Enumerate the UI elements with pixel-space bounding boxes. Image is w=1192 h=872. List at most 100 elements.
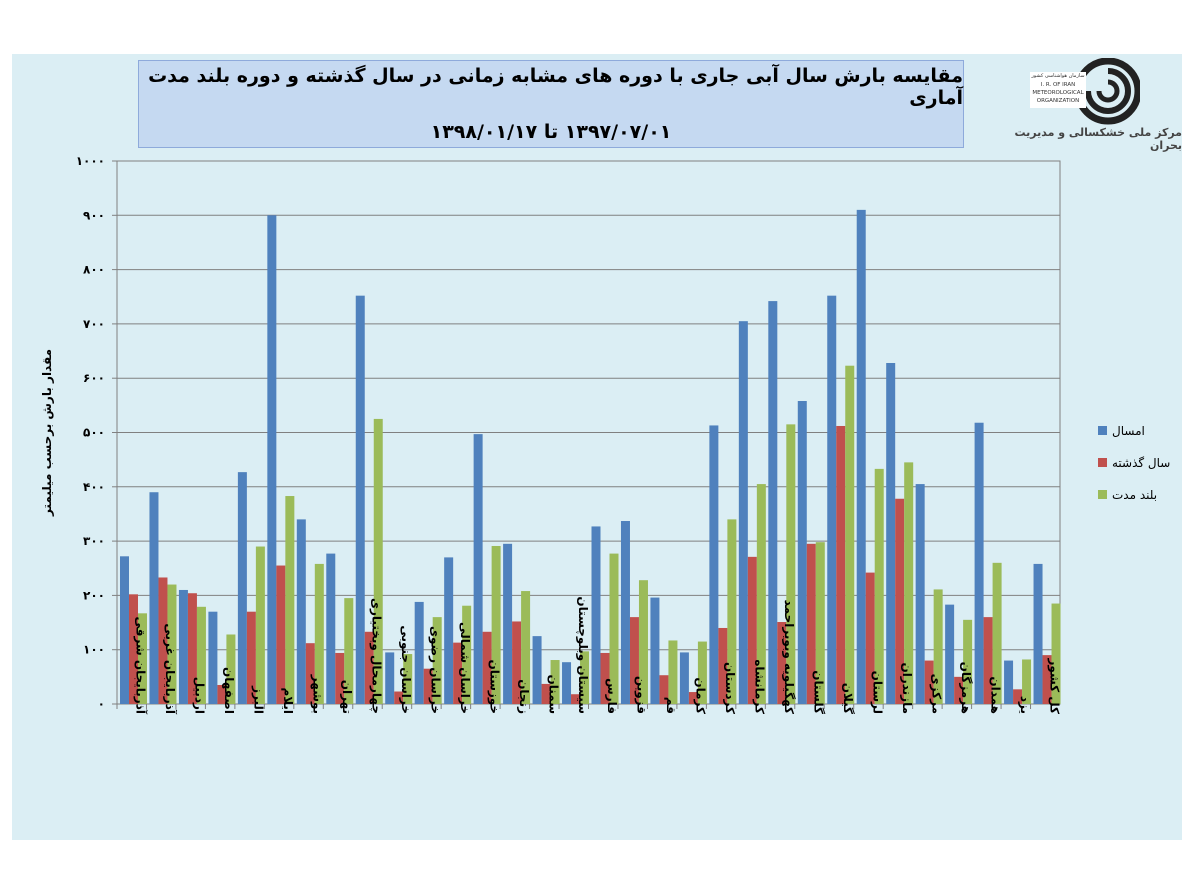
category-label: قم [664,697,678,714]
legend-label-2: سال گذشته [1112,456,1170,470]
legend-swatch-3 [1098,490,1107,499]
bar-3 [403,654,413,704]
bar-1 [414,601,424,704]
bar-1 [709,425,719,704]
bar-1 [503,543,513,704]
bar-2 [335,652,345,704]
logo-org-line4: ORGANIZATION [1037,98,1079,104]
y-tick-label: ۶۰۰ [83,371,105,385]
bar-3 [845,365,855,704]
bar-3 [580,651,590,704]
bar-2 [246,611,256,704]
legend-label-3: بلند مدت [1112,488,1157,502]
spiral-emblem-icon [1030,58,1140,125]
bar-3 [963,619,973,704]
bar-2 [453,642,463,704]
bar-1 [945,604,955,704]
bar-1 [856,209,866,704]
chart-title: مقایسه بارش سال آبی جاری با دوره های مشا… [148,65,963,109]
bar-1 [886,362,896,704]
bar-2 [276,565,286,704]
category-label: سمنان [546,675,560,715]
bar-2 [688,692,698,704]
category-label: خوزستان [486,659,501,714]
bar-1 [650,597,660,704]
category-label: چهارمحال وبختیاری [368,598,383,714]
bar-1 [120,556,129,704]
bar-2 [983,617,993,704]
bar-3 [432,617,442,704]
legend-swatch-1 [1098,426,1107,435]
category-label: هرمزگان [959,662,973,714]
bar-2 [482,631,492,704]
bar-3 [874,468,884,704]
bar-3 [756,484,766,704]
bar-1 [974,422,984,704]
category-label: گلستان [812,670,826,714]
logo-org-line2: I. R. OF IRAN [1041,82,1076,88]
bar-2 [954,676,964,704]
y-tick-label: ۸۰۰ [83,263,105,277]
bar-2 [394,691,404,704]
bar-3 [933,589,943,704]
bar-1 [208,611,218,704]
bar-1 [738,321,748,704]
bar-1 [591,526,601,704]
category-label: اصفهان [222,667,236,714]
category-label: کل کشور [1046,658,1061,715]
category-label: قزوین [634,676,649,714]
logo-org-line3: METEOROLOGICAL [1032,90,1084,96]
category-label: کردستان [723,662,737,714]
bar-2 [305,643,315,704]
bar-1 [562,662,572,704]
bar-2 [895,498,905,704]
bar-2 [129,594,138,704]
bar-3 [285,496,295,704]
bar-3 [314,563,324,704]
category-label: کرمان [694,677,708,714]
bar-3 [904,462,914,704]
category-label: کرمانشاه [753,659,767,714]
category-label: آذربایجان غربی [163,623,178,714]
bar-2 [747,556,757,704]
category-label: سیستان وبلوچستان [575,596,590,714]
category-label: البرز [252,685,266,714]
bar-2 [1042,655,1052,704]
bar-1 [620,521,630,704]
bar-1 [1033,563,1043,704]
bar-2 [1013,689,1023,704]
bar-1 [797,401,807,704]
bar-1 [178,589,188,704]
category-label: کهگیلویه وبویراحمد [781,600,796,714]
bar-3 [727,519,737,704]
bar-2 [924,660,934,704]
bar-1 [1004,660,1014,704]
bar-3 [196,606,206,704]
y-tick-label: ۱۰۰۰ [76,154,105,168]
bar-1 [473,434,483,704]
y-tick-label: ۱۰۰ [83,643,105,657]
y-tick-label: ۹۰۰ [83,208,105,222]
bar-3 [668,640,678,704]
bar-2 [806,543,816,704]
y-tick-label: ۴۰۰ [83,480,105,494]
bar-1 [768,301,778,704]
bar-1 [149,492,159,704]
bar-2 [836,425,846,704]
bar-2 [600,652,610,704]
logo-org-line1: سازمان هواشناسی کشور [1030,73,1084,79]
chart-title-box: مقایسه بارش سال آبی جاری با دوره های مشا… [138,60,964,148]
bar-2 [659,675,669,704]
bar-1 [355,295,365,704]
bar-2 [512,621,522,704]
logo-caption: مرکز ملی خشکسالی و مدیریت بحران [1014,126,1183,152]
bar-1 [326,553,336,704]
bar-1 [915,484,925,704]
category-label: یزد [1018,696,1032,714]
bar-2 [158,577,168,704]
bar-3 [609,553,619,704]
bar-3 [491,545,501,704]
bar-2 [777,622,787,704]
bar-3 [638,580,648,704]
